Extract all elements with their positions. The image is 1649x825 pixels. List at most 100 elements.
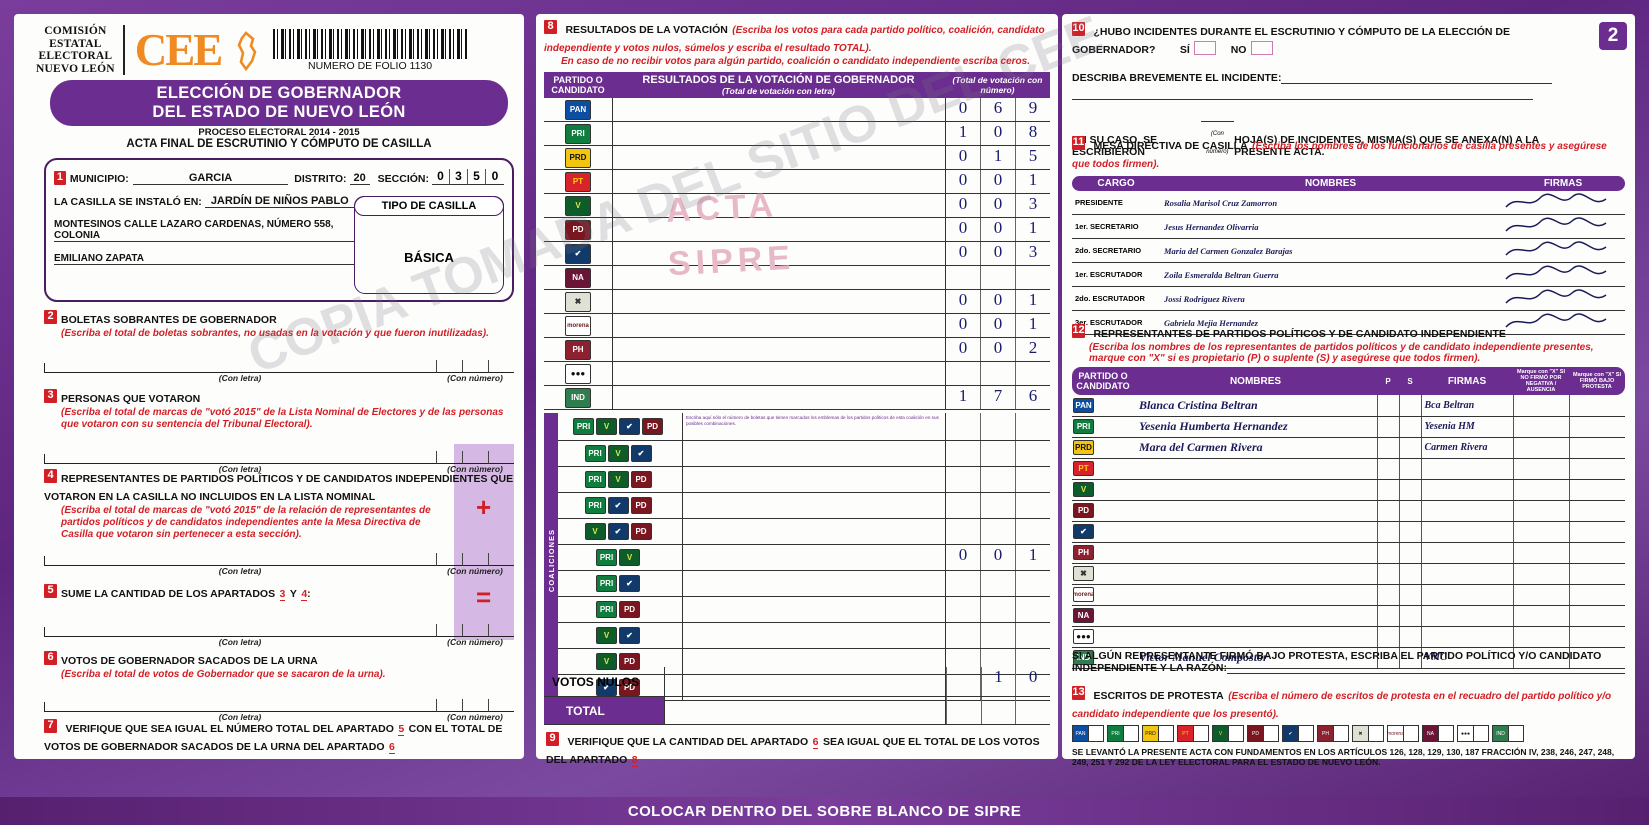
rep-protesta-checkbox[interactable] — [1568, 542, 1625, 564]
total-letra[interactable] — [664, 697, 945, 724]
vote-digit-3[interactable]: 1 — [1015, 314, 1050, 337]
rep-nombre[interactable]: Mara del Carmen Rivera — [1134, 437, 1377, 459]
rep-firma[interactable] — [1420, 605, 1513, 627]
vote-digit-1[interactable] — [946, 266, 980, 289]
rep-nofirmo-checkbox[interactable] — [1512, 626, 1569, 648]
rep-nofirmo-checkbox[interactable] — [1512, 437, 1569, 459]
vote-digit-2[interactable]: 6 — [980, 98, 1015, 121]
coalition-letra[interactable] — [682, 623, 945, 648]
rep-s-checkbox[interactable] — [1398, 395, 1421, 417]
coalition-digit-1[interactable] — [946, 493, 980, 518]
rep-protesta-checkbox[interactable] — [1568, 563, 1625, 585]
vote-row-letra[interactable] — [612, 314, 945, 337]
vote-digit-1[interactable]: 0 — [958, 338, 968, 357]
rep-p-checkbox[interactable] — [1376, 437, 1399, 459]
vote-digit-3[interactable]: 3 — [1015, 242, 1050, 265]
s2-num-2[interactable] — [462, 360, 488, 373]
rep-firma[interactable] — [1420, 479, 1513, 501]
protesta-value[interactable] — [1438, 726, 1453, 741]
rep-nombre[interactable] — [1134, 584, 1377, 606]
coalition-letra[interactable] — [682, 493, 945, 518]
nulos-digit-2[interactable]: 1 — [980, 667, 1016, 696]
vote-digit-2[interactable]: 7 — [980, 386, 1015, 409]
rep-firma[interactable] — [1420, 521, 1513, 543]
mesa-nombre[interactable]: Jossi Rodriguez Rivera — [1160, 286, 1501, 311]
rep-protesta-checkbox[interactable] — [1568, 647, 1625, 669]
coalition-digit-3[interactable] — [1015, 493, 1050, 518]
coalition-digit-3[interactable] — [1015, 623, 1050, 648]
mesa-firma[interactable] — [1501, 191, 1625, 215]
protesta-value[interactable] — [1228, 726, 1243, 741]
rep-protesta-checkbox[interactable] — [1568, 626, 1625, 648]
s5-num-1[interactable] — [436, 624, 462, 637]
s3-num-3[interactable] — [488, 451, 514, 464]
vote-row-numero[interactable] — [945, 362, 1050, 385]
s2-num-1[interactable] — [436, 360, 462, 373]
rep-firma[interactable] — [1420, 584, 1513, 606]
protesta-box[interactable]: PRD — [1142, 725, 1174, 742]
protesta-value[interactable] — [1403, 726, 1418, 741]
coalition-letra[interactable] — [682, 675, 945, 700]
rep-s-checkbox[interactable] — [1398, 647, 1421, 669]
vote-row-letra[interactable] — [612, 146, 945, 169]
vote-digit-1[interactable]: 0 — [958, 170, 968, 189]
rep-s-checkbox[interactable] — [1398, 416, 1421, 438]
coalition-letra[interactable] — [682, 519, 945, 544]
coalition-digit-2[interactable] — [980, 493, 1015, 518]
coalition-digit-2[interactable] — [980, 649, 1015, 674]
coalition-digit-3[interactable] — [1015, 519, 1050, 544]
coalition-numero[interactable] — [945, 519, 1050, 544]
vote-digit-2[interactable]: 0 — [980, 122, 1015, 145]
vote-row-letra[interactable] — [612, 338, 945, 361]
address-line-2[interactable]: EMILIANO ZAPATA — [54, 253, 354, 265]
coalition-letra[interactable] — [682, 571, 945, 596]
describe-value[interactable] — [1281, 72, 1552, 84]
si-checkbox[interactable] — [1194, 41, 1217, 55]
total-digit-1[interactable] — [946, 697, 981, 724]
protesta-value[interactable] — [1123, 726, 1138, 741]
protesta-value[interactable] — [1473, 726, 1488, 741]
coalition-digit-3[interactable] — [1015, 571, 1050, 596]
rep-nombre[interactable]: Yesenia Humberta Hernandez — [1134, 416, 1377, 438]
vote-digit-2[interactable]: 1 — [980, 146, 1015, 169]
mesa-nombre[interactable]: Jesus Hernandez Olivarria — [1160, 214, 1501, 239]
protesta-value[interactable] — [1263, 726, 1278, 741]
vote-digit-3[interactable]: 9 — [1015, 98, 1050, 121]
vote-digit-2[interactable]: 0 — [980, 170, 1015, 193]
protesta-box[interactable]: PD — [1247, 725, 1279, 742]
vote-digit-3[interactable]: 8 — [1015, 122, 1050, 145]
rep-nombre[interactable] — [1134, 521, 1377, 543]
rep-protesta-checkbox[interactable] — [1568, 437, 1625, 459]
rep-protesta-checkbox[interactable] — [1568, 605, 1625, 627]
protesta-box[interactable]: PAN — [1072, 725, 1104, 742]
coalition-digit-1[interactable]: 0 — [958, 545, 968, 564]
coalition-digit-2[interactable]: 0 — [980, 545, 1015, 570]
mesa-firma[interactable] — [1501, 214, 1625, 239]
seccion-digits[interactable]: 0 3 5 0 — [432, 169, 504, 185]
address-line-1[interactable]: MONTESINOS CALLE LAZARO CARDENAS, NÚMERO… — [54, 219, 354, 242]
rep-p-checkbox[interactable] — [1376, 563, 1399, 585]
protesta-box[interactable]: V — [1212, 725, 1244, 742]
vote-digit-1[interactable]: 0 — [958, 218, 968, 237]
protesta-box[interactable]: NA — [1422, 725, 1454, 742]
nulos-digit-3[interactable]: 0 — [1015, 667, 1050, 696]
rep-nombre[interactable] — [1134, 542, 1377, 564]
coalition-digit-2[interactable] — [980, 413, 1015, 440]
protesta-value[interactable] — [1333, 726, 1348, 741]
rep-nofirmo-checkbox[interactable] — [1512, 584, 1569, 606]
coalition-digit-2[interactable] — [980, 597, 1015, 622]
vote-digit-2[interactable]: 0 — [980, 314, 1015, 337]
protesta-value[interactable] — [1158, 726, 1173, 741]
rep-protesta-checkbox[interactable] — [1568, 458, 1625, 480]
vote-digit-1[interactable]: 0 — [958, 314, 968, 333]
rep-firma[interactable] — [1420, 458, 1513, 480]
coalition-digit-3[interactable] — [1015, 597, 1050, 622]
rep-firma[interactable] — [1420, 500, 1513, 522]
rep-nombre[interactable] — [1134, 626, 1377, 648]
